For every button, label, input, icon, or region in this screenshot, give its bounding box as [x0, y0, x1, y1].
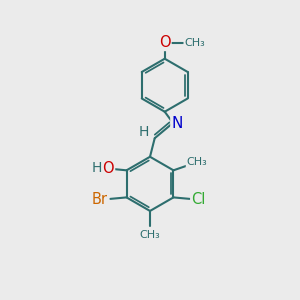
- Text: O: O: [159, 35, 170, 50]
- Text: N: N: [171, 116, 183, 131]
- Text: H: H: [138, 125, 149, 139]
- Text: H: H: [91, 161, 102, 175]
- Text: CH₃: CH₃: [187, 157, 207, 167]
- Text: CH₃: CH₃: [184, 38, 205, 47]
- Text: O: O: [103, 161, 114, 176]
- Text: Cl: Cl: [191, 192, 206, 207]
- Text: CH₃: CH₃: [140, 230, 160, 240]
- Text: Br: Br: [92, 192, 108, 207]
